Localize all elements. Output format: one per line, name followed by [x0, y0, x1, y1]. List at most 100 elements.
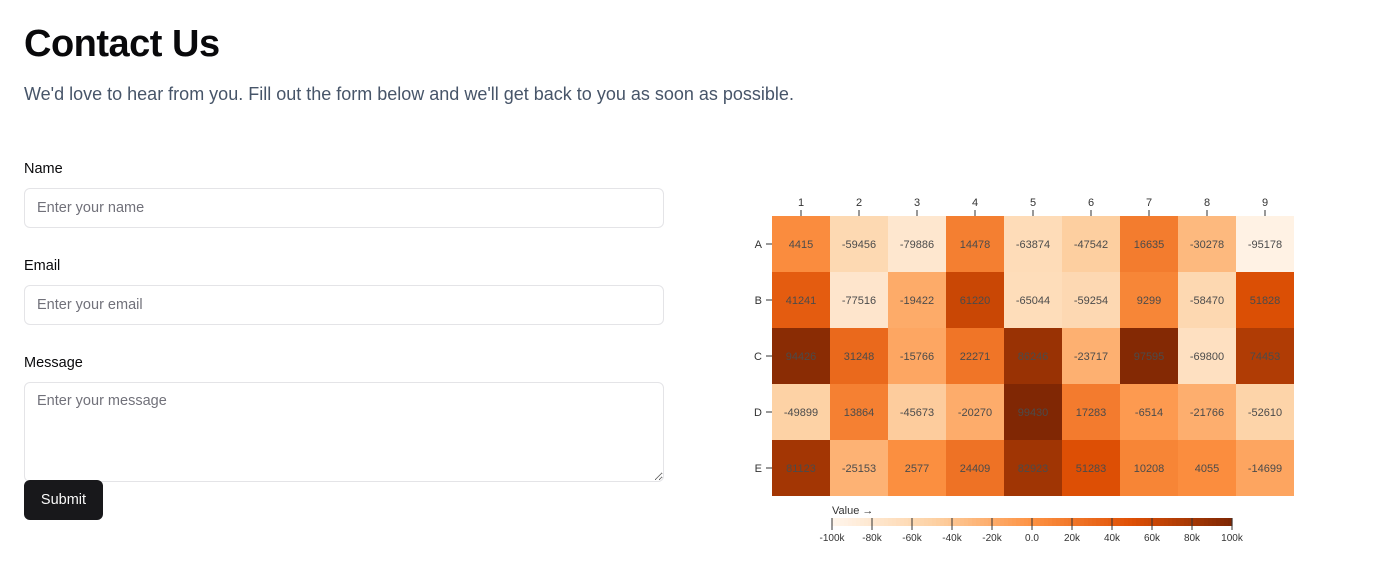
- heatmap-cell: [946, 272, 1004, 328]
- heatmap-cell: [1236, 216, 1294, 272]
- legend-swatch: [880, 518, 885, 526]
- cell-value-label: 2577: [905, 463, 929, 475]
- legend-tick-label: -20k: [982, 533, 1002, 544]
- heatmap-cell: [1178, 216, 1236, 272]
- cell-value-label: -52610: [1248, 407, 1282, 419]
- heatmap-cell: [1178, 384, 1236, 440]
- legend-swatch: [968, 518, 973, 526]
- legend-swatch: [1020, 518, 1025, 526]
- row-label: D: [754, 407, 762, 419]
- heatmap-cell: [830, 440, 888, 496]
- legend-swatch: [1100, 518, 1105, 526]
- cell-value-label: -47542: [1074, 239, 1108, 251]
- cell-value-label: 10208: [1134, 463, 1165, 475]
- legend-swatch: [832, 518, 837, 526]
- email-input[interactable]: [24, 285, 664, 325]
- heatmap-cell: [1178, 328, 1236, 384]
- legend-swatch: [1080, 518, 1085, 526]
- page-subtitle: We'd love to hear from you. Fill out the…: [24, 84, 794, 104]
- heatmap-cell: [946, 440, 1004, 496]
- legend-swatch: [1108, 518, 1113, 526]
- column-label: 3: [914, 197, 920, 209]
- legend-swatch: [896, 518, 901, 526]
- cell-value-label: -65044: [1016, 295, 1050, 307]
- legend-swatch: [1028, 518, 1033, 526]
- cell-value-label: -19422: [900, 295, 934, 307]
- legend-swatch: [904, 518, 909, 526]
- legend-swatch: [988, 518, 993, 526]
- heatmap-cell: [888, 384, 946, 440]
- heatmap-cell: [888, 328, 946, 384]
- cell-value-label: -63874: [1016, 239, 1050, 251]
- cell-value-label: 16635: [1134, 239, 1165, 251]
- cell-value-label: -20270: [958, 407, 992, 419]
- name-label: Name: [24, 161, 63, 177]
- cell-value-label: -58470: [1190, 295, 1224, 307]
- legend-swatch: [860, 518, 865, 526]
- column-label: 8: [1204, 197, 1210, 209]
- legend-tick-label: -40k: [942, 533, 962, 544]
- cell-value-label: 74453: [1250, 351, 1281, 363]
- legend-tick-label: 60k: [1144, 533, 1161, 544]
- heatmap-cell: [830, 384, 888, 440]
- legend-swatch: [992, 518, 997, 526]
- legend-swatch: [1208, 518, 1213, 526]
- legend-tick-label: 100k: [1221, 533, 1244, 544]
- legend-swatch: [924, 518, 929, 526]
- legend-swatch: [948, 518, 953, 526]
- legend-tick-label: 0.0: [1025, 533, 1039, 544]
- legend-swatch: [928, 518, 933, 526]
- heatmap-cell: [830, 216, 888, 272]
- heatmap-cell: [772, 272, 830, 328]
- heatmap-chart: 1 2 3 4 5 6 7 8 9 A B C D E 4415 -59456 -79886 14478 -6387…: [754, 197, 1294, 544]
- legend-swatch: [1120, 518, 1125, 526]
- legend-swatch: [836, 518, 841, 526]
- legend-swatch: [1224, 518, 1229, 526]
- cell-value-label: 4415: [789, 239, 813, 251]
- heatmap-cell: [1004, 328, 1062, 384]
- column-label: 5: [1030, 197, 1036, 209]
- name-input[interactable]: [24, 188, 664, 228]
- cell-value-label: 13864: [844, 407, 875, 419]
- cell-value-label: -79886: [900, 239, 934, 251]
- cell-value-label: 4055: [1195, 463, 1219, 475]
- legend-swatch: [876, 518, 881, 526]
- heatmap-cell: [1236, 440, 1294, 496]
- submit-button[interactable]: Submit: [24, 480, 103, 520]
- legend-swatch: [1004, 518, 1009, 526]
- page-title: Contact Us: [24, 23, 220, 65]
- cell-value-label: -59456: [842, 239, 876, 251]
- email-label: Email: [24, 258, 61, 274]
- heatmap-cell: [772, 440, 830, 496]
- cell-value-label: -25153: [842, 463, 876, 475]
- legend-swatch: [900, 518, 905, 526]
- legend-swatch: [1172, 518, 1177, 526]
- cell-value-label: 31248: [844, 351, 875, 363]
- heatmap-cell: [1004, 272, 1062, 328]
- message-textarea[interactable]: [24, 382, 664, 482]
- legend-swatch: [1084, 518, 1089, 526]
- column-label: 7: [1146, 197, 1152, 209]
- legend-tick-label: 40k: [1104, 533, 1121, 544]
- legend-swatch: [1156, 518, 1161, 526]
- cell-value-label: 99430: [1018, 407, 1049, 419]
- legend-swatch: [892, 518, 897, 526]
- heatmap-cell: [1120, 216, 1178, 272]
- legend-swatch: [844, 518, 849, 526]
- legend-swatch: [1044, 518, 1049, 526]
- column-label: 6: [1088, 197, 1094, 209]
- legend-swatch: [920, 518, 925, 526]
- heatmap-cell: [772, 384, 830, 440]
- heatmap-cell: [1120, 328, 1178, 384]
- heatmap-cell: [888, 440, 946, 496]
- cell-value-label: 41241: [786, 295, 817, 307]
- heatmap-cell: [1236, 384, 1294, 440]
- legend-swatch: [1164, 518, 1169, 526]
- legend-swatch: [1064, 518, 1069, 526]
- legend-swatch: [932, 518, 937, 526]
- legend-swatch: [1140, 518, 1145, 526]
- cell-value-label: 51283: [1076, 463, 1107, 475]
- row-label: C: [754, 351, 762, 363]
- cell-value-label: -23717: [1074, 351, 1108, 363]
- legend-swatch: [964, 518, 969, 526]
